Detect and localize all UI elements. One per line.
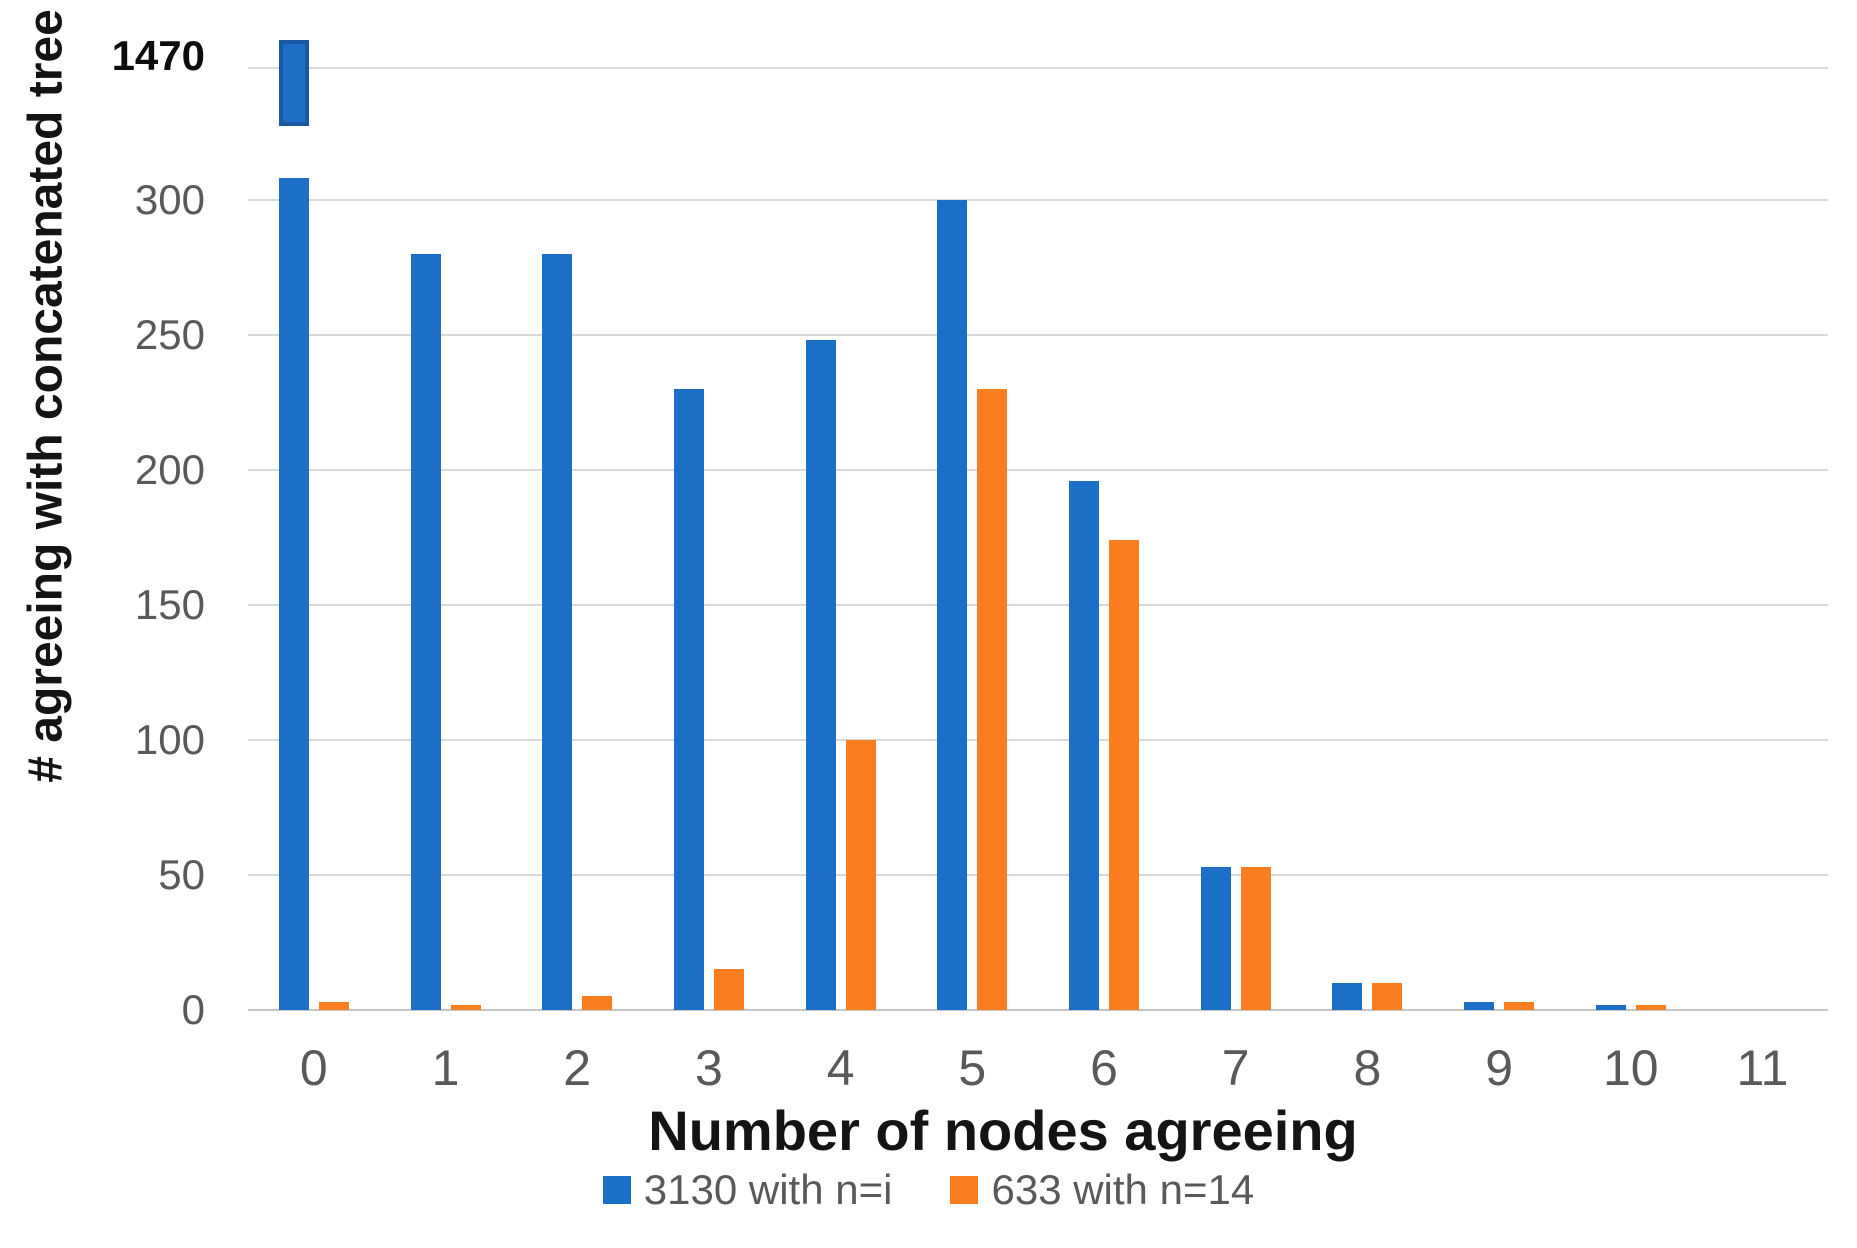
x-tick-label: 8 bbox=[1353, 1040, 1382, 1096]
bar bbox=[1200, 867, 1231, 1010]
bar bbox=[713, 969, 744, 1010]
legend-item: 633 with n=14 bbox=[950, 1166, 1254, 1214]
y-axis-title: # agreeing with concatenated tree bbox=[19, 9, 73, 783]
legend-swatch-icon bbox=[602, 1176, 631, 1204]
y-tick-label: 100 bbox=[134, 716, 205, 763]
y-tick-label: 250 bbox=[134, 311, 205, 358]
bar bbox=[977, 389, 1008, 1010]
y-tick-label: 50 bbox=[158, 851, 205, 898]
bar bbox=[542, 254, 573, 1010]
bar-broken-lower bbox=[278, 178, 309, 1010]
x-tick-label: 10 bbox=[1602, 1040, 1659, 1096]
bar bbox=[582, 996, 613, 1010]
break-gridline bbox=[248, 67, 1828, 69]
gridline bbox=[248, 739, 1828, 741]
x-tick-label: 9 bbox=[1485, 1040, 1513, 1096]
y-tick-label: 300 bbox=[134, 176, 205, 223]
x-tick-label: 3 bbox=[694, 1040, 723, 1096]
bar bbox=[1109, 540, 1139, 1010]
legend-label: 633 with n=14 bbox=[991, 1166, 1255, 1213]
x-tick-label: 5 bbox=[958, 1040, 987, 1096]
legend-label: 3130 with n=i bbox=[643, 1166, 893, 1213]
x-axis-line bbox=[248, 1009, 1828, 1011]
bar bbox=[1240, 867, 1271, 1010]
y-tick-label: 150 bbox=[134, 581, 205, 628]
y-tick-label-break: 1470 bbox=[111, 32, 205, 79]
bar bbox=[1332, 983, 1363, 1010]
bar bbox=[1464, 1002, 1495, 1010]
bar bbox=[805, 340, 836, 1010]
x-tick-label: 0 bbox=[299, 1040, 328, 1096]
bar bbox=[1635, 1005, 1666, 1010]
legend-swatch-icon bbox=[950, 1176, 979, 1204]
gridline bbox=[248, 874, 1828, 876]
x-tick-label: 4 bbox=[826, 1040, 855, 1096]
x-axis-title: Number of nodes agreeing bbox=[648, 1099, 1358, 1162]
x-tick-label: 6 bbox=[1090, 1040, 1118, 1096]
legend: 3130 with n=i 633 with n=14 bbox=[0, 1166, 1857, 1214]
bar bbox=[410, 254, 441, 1010]
bar bbox=[1069, 481, 1099, 1010]
x-tick-label: 7 bbox=[1221, 1040, 1250, 1096]
gridline bbox=[248, 604, 1828, 606]
bar bbox=[845, 740, 876, 1010]
bar bbox=[1504, 1002, 1535, 1010]
x-tick-label: 2 bbox=[563, 1040, 592, 1096]
bar bbox=[1595, 1005, 1626, 1010]
x-tick-label: 11 bbox=[1736, 1040, 1789, 1096]
x-tick-label: 1 bbox=[431, 1040, 460, 1096]
bar bbox=[450, 1005, 481, 1010]
y-tick-label: 200 bbox=[134, 446, 205, 493]
bar-broken-cap bbox=[278, 40, 309, 126]
bar bbox=[673, 389, 704, 1010]
gridline bbox=[248, 334, 1828, 336]
y-tick-label: 0 bbox=[181, 986, 205, 1033]
bar bbox=[318, 1002, 349, 1010]
bar bbox=[937, 200, 968, 1010]
legend-item: 3130 with n=i bbox=[602, 1166, 893, 1214]
bar bbox=[1372, 983, 1403, 1010]
gridline bbox=[248, 199, 1828, 201]
gridline bbox=[248, 469, 1828, 471]
